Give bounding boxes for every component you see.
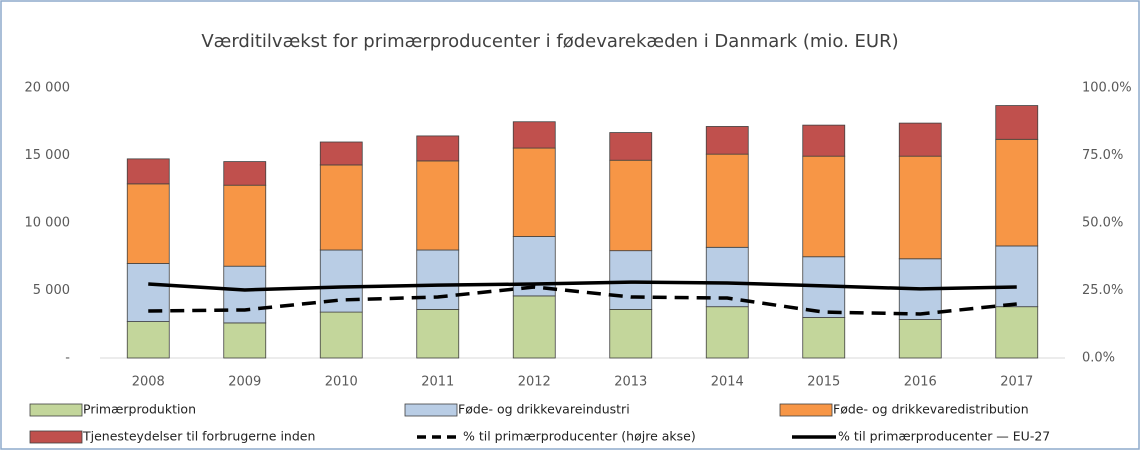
- bar: [126, 321, 170, 359]
- legend-label: Føde- og drikkevareindustri: [458, 402, 630, 417]
- y-tick-label: 15 000: [25, 148, 71, 163]
- legend-swatch: [29, 403, 83, 417]
- x-tick-label: 2008: [132, 375, 165, 390]
- y2-tick-label: 25.0%: [1082, 283, 1123, 298]
- bar: [898, 155, 942, 260]
- y2-tick-label: 0.0%: [1082, 351, 1115, 366]
- bar: [416, 160, 460, 251]
- y2-tick-label: 50.0%: [1082, 216, 1123, 231]
- bar: [705, 153, 749, 248]
- x-tick-label: 2013: [614, 375, 647, 390]
- bar: [126, 263, 170, 322]
- bar: [223, 161, 267, 186]
- bar: [319, 141, 363, 166]
- bar: [802, 155, 846, 258]
- bar: [609, 308, 653, 359]
- x-tick-label: 2009: [228, 375, 261, 390]
- legend-label: Tjenesteydelser til forbrugerne inden: [82, 429, 315, 444]
- bar: [416, 135, 460, 162]
- legend-label: % til primærproducenter (højre akse): [463, 429, 696, 444]
- bar: [126, 183, 170, 264]
- bar: [802, 317, 846, 359]
- bar: [609, 250, 653, 310]
- bar: [126, 158, 170, 185]
- bar: [319, 311, 363, 359]
- legend-swatch: [779, 403, 833, 417]
- bar: [223, 265, 267, 324]
- legend-label: Føde- og drikkevaredistribution: [833, 402, 1029, 417]
- bar: [223, 322, 267, 359]
- bar: [705, 126, 749, 155]
- line-series: [148, 285, 1017, 316]
- x-tick-label: 2016: [904, 375, 937, 390]
- y2-tick-label: 100.0%: [1082, 81, 1132, 96]
- bar: [995, 105, 1039, 140]
- bar: [416, 249, 460, 310]
- bar: [995, 138, 1039, 247]
- line-series: [148, 280, 1017, 292]
- bar: [609, 132, 653, 161]
- y-tick-label: 20 000: [25, 81, 71, 96]
- bar: [995, 306, 1039, 359]
- bar: [995, 245, 1039, 308]
- bar: [512, 147, 556, 237]
- y2-tick-label: 75.0%: [1082, 148, 1123, 163]
- bar: [512, 121, 556, 149]
- bar: [705, 306, 749, 359]
- bar: [802, 124, 846, 157]
- bar: [898, 319, 942, 359]
- y-tick-label: -: [65, 351, 70, 366]
- bar: [609, 159, 653, 252]
- legend-label: Primærproduktion: [83, 402, 196, 417]
- x-tick-label: 2014: [711, 375, 744, 390]
- legend-swatch: [404, 403, 458, 417]
- x-tick-label: 2011: [421, 375, 454, 390]
- x-tick-label: 2017: [1000, 375, 1033, 390]
- bar: [319, 164, 363, 251]
- legend-label: % til primærproducenter — EU-27: [838, 429, 1050, 444]
- bar: [512, 295, 556, 359]
- x-tick-label: 2010: [325, 375, 358, 390]
- x-tick-label: 2012: [518, 375, 551, 390]
- y-tick-label: 10 000: [25, 216, 71, 231]
- bar: [416, 308, 460, 359]
- x-tick-label: 2015: [807, 375, 840, 390]
- bar: [223, 184, 267, 267]
- chart-title: Værditilvækst for primærproducenter i fø…: [201, 31, 898, 52]
- bar: [898, 122, 942, 157]
- legend-swatch: [29, 430, 83, 444]
- y-tick-label: 5 000: [33, 283, 70, 298]
